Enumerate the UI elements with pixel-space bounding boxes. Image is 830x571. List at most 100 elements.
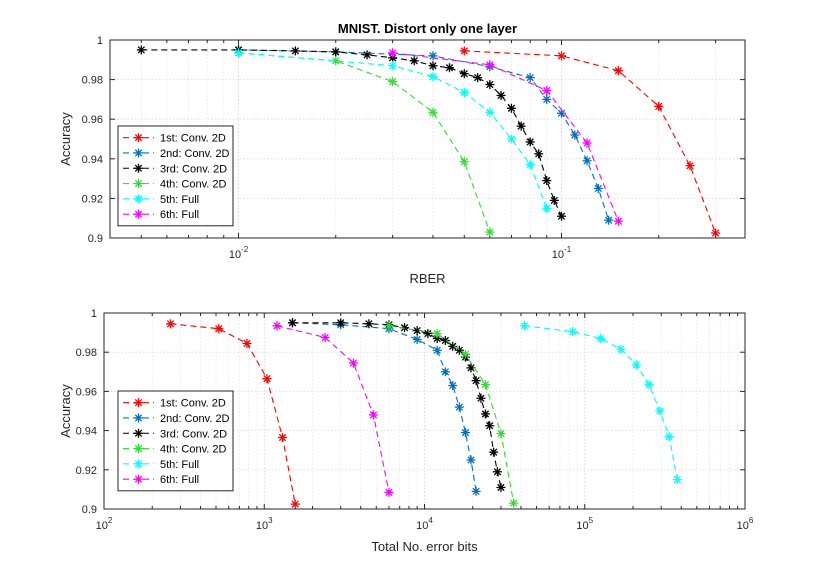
bottom-chart-data-point xyxy=(278,432,288,442)
bottom-chart-data-point xyxy=(214,324,224,334)
top-chart-y-tick-label: 0.96 xyxy=(82,114,103,126)
top-chart-y-tick-label: 0.98 xyxy=(82,75,103,87)
top-chart-series-1 xyxy=(459,46,721,238)
top-chart-data-point xyxy=(409,56,419,66)
bottom-chart-data-point xyxy=(432,345,442,355)
top-chart-data-point xyxy=(388,77,398,87)
top-chart-data-point xyxy=(525,137,535,147)
bottom-chart-legend-label: 5th: Full xyxy=(160,459,199,471)
top-chart-data-point xyxy=(542,176,552,186)
top-chart-legend-label: 5th: Full xyxy=(160,194,199,206)
bottom-chart-data-point xyxy=(655,406,665,416)
bottom-chart-data-point xyxy=(471,376,481,386)
top-chart-axes-box xyxy=(109,39,746,239)
bottom-chart-data-point xyxy=(460,428,470,438)
bottom-chart-x-axis-label: Total No. error bits xyxy=(371,539,478,554)
top-chart-data-point xyxy=(331,47,341,57)
bottom-chart-y-tick-label: 0.96 xyxy=(76,386,97,398)
top-chart-data-point xyxy=(496,90,506,100)
bottom-chart-x-tick-exponent: 2 xyxy=(108,516,113,525)
bottom-chart-legend-label: 4th: Conv. 2D xyxy=(160,444,226,456)
top-chart-legend-marker xyxy=(134,163,143,173)
bottom-chart-data-point xyxy=(399,323,409,333)
bottom-chart-legend-label: 1st: Conv. 2D xyxy=(160,398,226,410)
top-chart-data-point xyxy=(542,85,552,95)
bottom-chart-data-point xyxy=(165,319,175,329)
top-chart-y-tick-label: 0.94 xyxy=(82,154,103,166)
bottom-chart-y-tick-label: 0.9 xyxy=(82,504,97,516)
top-chart-legend-item: 5th: Full xyxy=(123,194,199,206)
bottom-chart-data-point xyxy=(480,380,490,390)
bottom-chart-data-point xyxy=(460,349,470,359)
bottom-chart-series-line xyxy=(170,323,296,505)
top-chart-plot-area xyxy=(136,45,721,238)
top-chart-y-tick-label: 1 xyxy=(97,35,103,47)
top-chart-y-axis-label: Accuracy xyxy=(58,112,73,166)
top-chart-legend-item: 2nd: Conv. 2D xyxy=(123,148,230,160)
bottom-chart-data-point xyxy=(471,486,481,496)
top-chart-data-point xyxy=(459,157,469,167)
top-chart-y-tick-label: 0.9 xyxy=(88,233,103,245)
top-chart-data-point xyxy=(549,195,559,205)
bottom-chart-series-3 xyxy=(287,318,506,492)
top-chart-x-tick-exponent: -1 xyxy=(564,245,572,254)
top-chart-data-point xyxy=(473,73,483,83)
top-chart-legend-item: 1st: Conv. 2D xyxy=(123,133,226,145)
top-chart-data-point xyxy=(613,216,623,226)
bottom-chart-data-point xyxy=(440,367,450,377)
top-chart-data-point xyxy=(234,48,244,58)
bottom-chart-data-point xyxy=(448,381,458,391)
top-chart-legend-label: 1st: Conv. 2D xyxy=(160,133,226,145)
bottom-chart-legend-item: 4th: Conv. 2D xyxy=(123,444,226,456)
top-chart-data-point xyxy=(516,121,526,131)
top-chart-data-point xyxy=(556,51,566,61)
bottom-chart-series-line xyxy=(388,325,515,504)
bottom-chart-series-4 xyxy=(384,321,519,508)
top-chart-data-point xyxy=(582,138,592,148)
bottom-chart-y-tick-label: 1 xyxy=(91,308,97,320)
top-chart-data-point xyxy=(711,228,721,238)
bottom-chart-data-point xyxy=(384,487,394,497)
bottom-chart-data-point xyxy=(492,467,502,477)
bottom-chart-data-point xyxy=(384,321,394,331)
top-chart-data-point xyxy=(506,134,516,144)
bottom-chart-series-line xyxy=(292,322,502,488)
top-chart-data-point xyxy=(485,227,495,237)
top-chart-data-point xyxy=(525,160,535,170)
bottom-chart-plot-area xyxy=(165,318,682,509)
bottom-chart-data-point xyxy=(496,429,506,439)
top-chart-legend-marker xyxy=(134,179,143,189)
top-chart-data-point xyxy=(542,203,552,213)
top-chart-series-6 xyxy=(388,48,623,226)
bottom-chart-legend-item: 5th: Full xyxy=(123,459,199,471)
bottom-chart-legend-marker xyxy=(134,474,143,484)
bottom-chart-data-point xyxy=(664,431,674,441)
bottom-chart-data-point xyxy=(672,475,682,485)
top-chart-legend-label: 3rd: Conv. 2D xyxy=(160,163,227,175)
bottom-chart-series-1 xyxy=(165,319,300,509)
bottom-chart-legend-item: 1st: Conv. 2D xyxy=(123,398,226,410)
bottom-chart-data-point xyxy=(423,329,433,339)
top-chart-data-point xyxy=(525,73,535,83)
top-chart-data-point xyxy=(654,101,664,111)
bottom-chart-data-point xyxy=(509,498,519,508)
bottom-chart-legend-item: 2nd: Conv. 2D xyxy=(123,413,230,425)
top-chart-data-point xyxy=(485,107,495,117)
bottom-chart-data-point xyxy=(496,482,506,492)
bottom-chart-x-tick-exponent: 5 xyxy=(589,516,594,525)
bottom-chart-data-point xyxy=(489,447,499,457)
bottom-chart-x-tick-exponent: 3 xyxy=(268,516,273,525)
top-chart-y-tick-label: 0.92 xyxy=(82,193,103,205)
top-chart-data-point xyxy=(428,72,438,82)
top-chart-data-point xyxy=(388,61,398,71)
top-chart-data-point xyxy=(613,66,623,76)
bottom-chart-data-point xyxy=(596,333,606,343)
bottom-chart-series-line xyxy=(276,325,390,493)
top-chart-series-line xyxy=(141,49,562,217)
bottom-chart-data-point xyxy=(480,409,490,419)
bottom-chart-data-point xyxy=(454,345,464,355)
bottom-chart-y-tick-label: 0.92 xyxy=(76,465,97,477)
top-chart-data-point xyxy=(444,63,454,73)
